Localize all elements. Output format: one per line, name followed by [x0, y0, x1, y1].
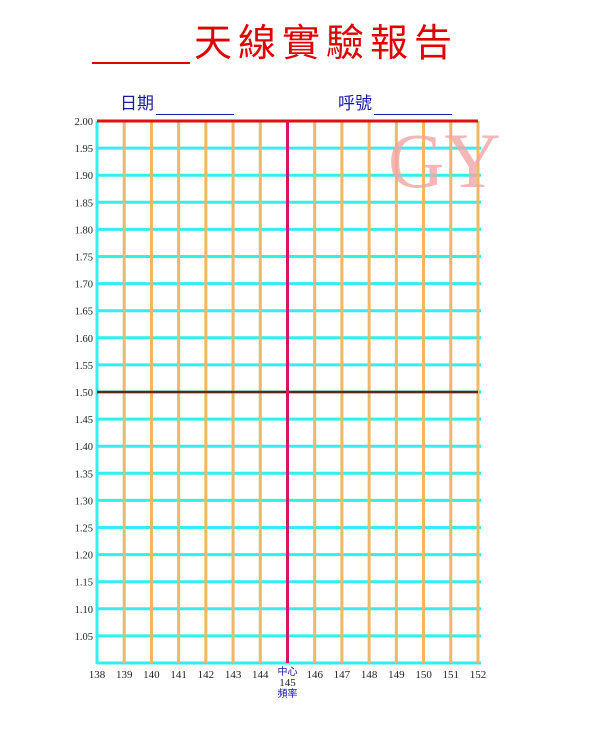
y-tick-label: 1.35 [75, 469, 93, 480]
x-tick-label: 142 [198, 669, 215, 681]
y-tick-label: 1.50 [75, 388, 93, 399]
y-tick-label: 1.95 [75, 144, 93, 155]
x-tick-label: 139 [116, 669, 133, 681]
x-tick-label: 143 [225, 669, 242, 681]
y-tick-label: 1.65 [75, 307, 93, 318]
x-tick-label: 141 [170, 669, 187, 681]
y-tick-label: 1.25 [75, 524, 93, 535]
x-tick-label: 150 [415, 669, 432, 681]
y-tick-label: 1.20 [75, 551, 93, 562]
x-tick-label: 151 [443, 669, 460, 681]
center-label-top: 中心 [278, 665, 298, 678]
y-tick-label: 1.30 [75, 496, 93, 507]
callsign-label: 呼號 [338, 94, 372, 114]
y-tick-label: 2.00 [75, 117, 93, 128]
x-tick-label: 146 [306, 669, 323, 681]
x-tick-label: 144 [252, 669, 269, 681]
callsign-blank[interactable] [374, 96, 452, 115]
x-tick-label: 148 [361, 669, 378, 681]
center-label-bottom: 頻率 [278, 687, 298, 700]
y-tick-label: 1.80 [75, 225, 93, 236]
y-tick-label: 1.85 [75, 198, 93, 209]
date-blank[interactable] [156, 96, 234, 115]
y-tick-label: 1.45 [75, 415, 93, 426]
x-tick-label: 140 [143, 669, 160, 681]
y-tick-label: 1.60 [75, 334, 93, 345]
y-tick-label: 1.40 [75, 442, 93, 453]
y-tick-label: 1.55 [75, 361, 93, 372]
y-tick-label: 1.15 [75, 578, 93, 589]
x-tick-label: 147 [334, 669, 351, 681]
y-tick-label: 1.10 [75, 605, 93, 616]
callsign-field[interactable]: 呼號 [338, 93, 452, 115]
page-title: 天線實驗報告 [194, 21, 459, 65]
y-tick-label: 1.90 [75, 171, 93, 182]
x-tick-label: 149 [388, 669, 405, 681]
y-tick-label: 1.05 [75, 632, 93, 643]
date-label: 日期 [120, 94, 154, 114]
title-blank-line [92, 62, 190, 64]
y-tick-label: 1.75 [75, 253, 93, 264]
x-tick-label: 152 [470, 669, 487, 681]
date-field[interactable]: 日期 [120, 93, 234, 115]
watermark-logo: GY [388, 117, 501, 204]
x-tick-label: 145 [279, 677, 296, 689]
y-tick-label: 1.70 [75, 280, 93, 291]
x-tick-label: 138 [89, 669, 106, 681]
